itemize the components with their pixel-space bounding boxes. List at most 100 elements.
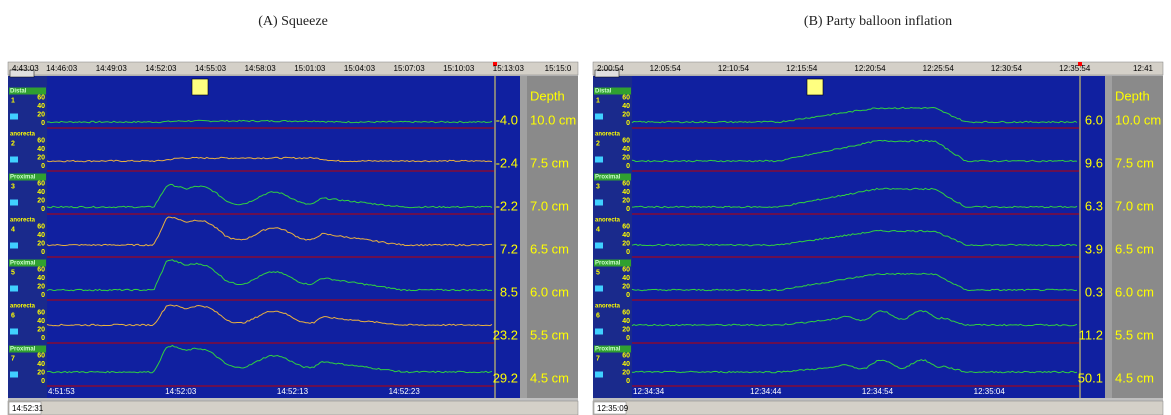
channel-number: 2 [11,140,15,147]
channel-tick: 20 [622,326,630,333]
channel-name: Distal [10,89,27,95]
trace [631,272,1078,292]
caption: (B) Party balloon inflation [804,14,952,29]
top-time-label: 15:10:03 [443,64,475,73]
top-time-label: 15:01:03 [294,64,326,73]
channel-tick: 0 [41,249,45,256]
channel-number: 5 [11,269,15,276]
trace [46,183,493,209]
bottom-time-label: 12:34:54 [862,387,894,396]
channel-tick: 40 [622,146,630,153]
channel-icon [10,242,18,249]
trace [46,344,493,374]
channel-tick: 60 [37,309,45,316]
channel-tick: 60 [622,94,630,101]
channel-number: 4 [11,226,15,233]
channel-name: anorecta [595,218,621,224]
channel-tick: 20 [622,369,630,376]
caption: (A) Squeeze [258,14,328,29]
channel-tick: 0 [626,249,630,256]
trace [631,310,1078,327]
channel-number: 6 [11,312,15,319]
top-time-label: 12:05:54 [650,64,682,73]
divider [494,76,496,398]
channel-tick: 0 [626,163,630,170]
depth: 6.5 cm [1115,241,1154,256]
status-time: 12:35:09 [597,404,629,413]
top-time-label: 14:55:03 [195,64,227,73]
top-time-label: 12:25:54 [923,64,955,73]
bottom-time-label: 12:35:04 [974,387,1006,396]
depth: 4.5 cm [1115,370,1154,385]
trace [46,304,493,327]
bottom-time-label: 14:52:03 [165,387,197,396]
channel-icon [595,242,603,249]
channel-name-box [9,302,46,310]
top-time-label: 12:10:54 [718,64,750,73]
channel-icon [595,285,603,292]
channel-tick: 60 [622,137,630,144]
channel-tick: 60 [37,223,45,230]
reading: 9.6 [1085,155,1103,170]
reading: 23.2 [493,327,518,342]
channel-number: 7 [11,355,15,362]
zoom-control [9,69,35,78]
top-time-label: 2:00:54 [597,64,624,73]
top-time-label: 14:46:03 [46,64,78,73]
trace [46,259,493,292]
channel-tick: 20 [622,111,630,118]
status-time: 14:52:31 [12,404,44,413]
reading: 6.0 [1085,112,1103,127]
channel-tick: 20 [622,240,630,247]
channel-number: 4 [596,226,600,233]
channel-number: 3 [11,183,15,190]
channel-name-box [9,345,46,353]
channel-tick: 20 [37,326,45,333]
channel-name: Proximal [595,175,621,181]
channel-tick: 60 [37,137,45,144]
channel-name: anorecta [10,304,36,310]
window: (B) Party balloon inflation 12:35:09 2:00:… [592,14,1164,415]
trace [46,216,493,247]
depth: 7.5 cm [530,155,569,170]
channel-tick: 0 [41,292,45,299]
depth: 10.0 cm [1115,112,1161,127]
channel-name: anorecta [595,304,621,310]
reading: 8.5 [500,284,518,299]
channel-tick: 0 [41,206,45,213]
depth-header: Depth [1115,88,1150,103]
channel-number: 6 [596,312,600,319]
top-time-label: 12:41 [1133,64,1154,73]
channel-tick: 0 [626,120,630,127]
channel-tick: 20 [37,369,45,376]
trace [631,359,1078,374]
channel-icon [595,113,603,120]
trace [46,119,493,124]
channel-name-box [9,173,46,181]
channel-strip [593,76,632,398]
reading: 0.3 [1085,284,1103,299]
channel-tick: 0 [626,292,630,299]
reading: 11.2 [1079,327,1103,342]
channel-tick: 60 [622,180,630,187]
channel-tick: 60 [622,352,630,359]
channel-tick: 40 [622,232,630,239]
cursor-marker [493,62,497,66]
channel-icon [10,199,18,206]
marker-icon [806,78,824,96]
channel-number: 2 [596,140,600,147]
channel-tick: 40 [622,103,630,110]
channel-tick: 0 [41,120,45,127]
channel-tick: 40 [37,189,45,196]
reading: -4.0 [496,112,518,127]
bottom-time-label: 12:34:34 [633,387,665,396]
channel-tick: 60 [622,223,630,230]
reading: -2.4 [496,155,518,170]
channel-tick: 20 [37,240,45,247]
channel-name: Proximal [10,175,36,181]
channel-name: Proximal [595,261,621,267]
channel-number: 3 [596,183,600,190]
trace [631,187,1078,209]
channel-name: anorecta [10,218,36,224]
channel-name-box [594,216,631,224]
